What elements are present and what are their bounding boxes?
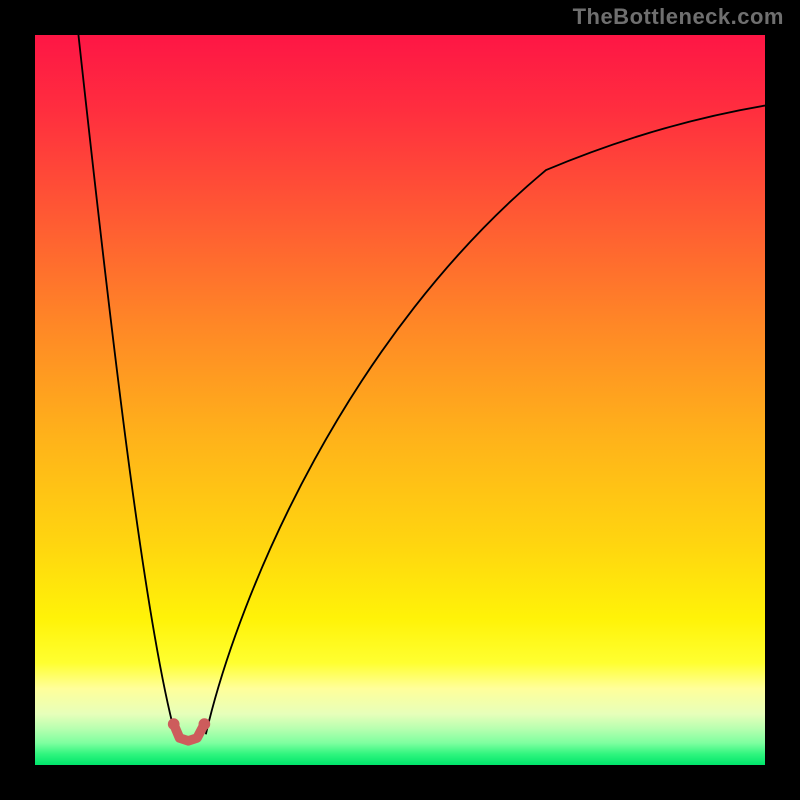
bottleneck-curve-right (206, 104, 765, 734)
bottleneck-curve-left (74, 35, 175, 734)
watermark-text: TheBottleneck.com (573, 4, 784, 30)
trough-marker-dot-right (199, 718, 211, 730)
trough-marker-dot-left (168, 718, 180, 730)
plot-area (35, 35, 765, 765)
curve-layer (35, 35, 765, 765)
chart-frame: TheBottleneck.com (0, 0, 800, 800)
